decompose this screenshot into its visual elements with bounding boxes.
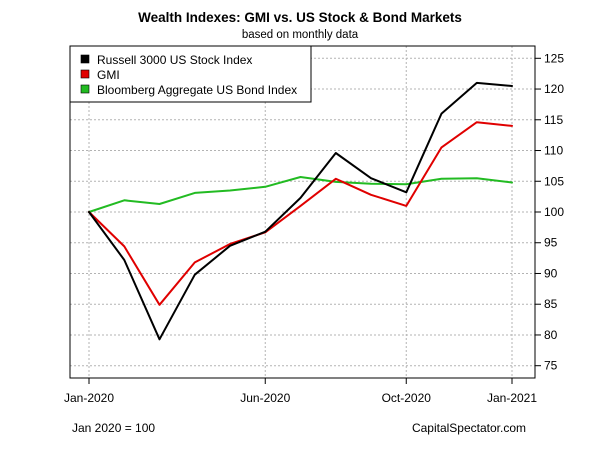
x-tick-label: Jan-2020 bbox=[64, 391, 114, 405]
y-tick-label: 105 bbox=[544, 174, 564, 188]
y-tick-label: 100 bbox=[544, 205, 564, 219]
y-tick-label: 90 bbox=[544, 266, 558, 280]
y-tick-label: 120 bbox=[544, 82, 564, 96]
y-tick-label: 125 bbox=[544, 51, 564, 65]
x-tick-label: Jan-2021 bbox=[487, 391, 537, 405]
baseline-note: Jan 2020 = 100 bbox=[72, 421, 155, 435]
x-tick-label: Oct-2020 bbox=[382, 391, 432, 405]
legend-box bbox=[69, 45, 312, 103]
chart-title: Wealth Indexes: GMI vs. US Stock & Bond … bbox=[138, 10, 462, 25]
legend-swatch-bond bbox=[80, 84, 90, 94]
source-credit: CapitalSpectator.com bbox=[412, 421, 526, 435]
series-line-2 bbox=[88, 176, 513, 213]
x-tick-label: Jun-2020 bbox=[240, 391, 290, 405]
y-tick-label: 80 bbox=[544, 328, 558, 342]
x-axis: Jan-2020 Jun-2020 Oct-2020 Jan-2021 bbox=[64, 378, 537, 405]
y-tick-label: 95 bbox=[544, 236, 558, 250]
y-tick-label: 85 bbox=[544, 297, 558, 311]
y-tick-label: 110 bbox=[544, 144, 563, 158]
legend-label-russell: Russell 3000 US Stock Index bbox=[97, 53, 252, 67]
series-line-0 bbox=[88, 81, 513, 341]
legend: Russell 3000 US Stock Index GMI Bloomber… bbox=[69, 45, 312, 103]
y-tick-label: 75 bbox=[544, 359, 558, 373]
legend-swatch-gmi bbox=[80, 69, 90, 79]
y-tick-label: 115 bbox=[544, 113, 563, 127]
chart-subtitle: based on monthly data bbox=[242, 29, 359, 41]
legend-label-bond: Bloomberg Aggregate US Bond Index bbox=[97, 83, 297, 97]
legend-label-gmi: GMI bbox=[97, 68, 120, 82]
series-line-1 bbox=[88, 121, 513, 306]
y-axis: 75 80 85 90 95 100 105 110 115 120 125 bbox=[535, 51, 564, 373]
series-layer bbox=[88, 81, 513, 341]
legend-swatch-russell bbox=[80, 54, 90, 64]
